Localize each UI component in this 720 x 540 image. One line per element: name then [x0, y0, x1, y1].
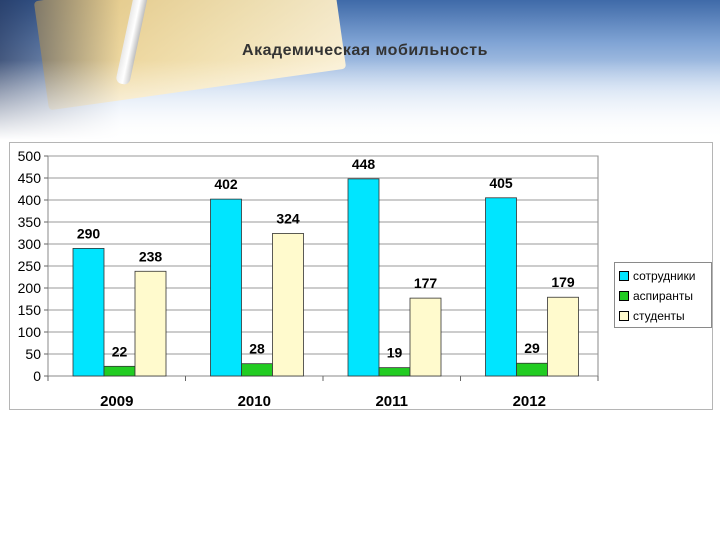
- data-label: 238: [139, 248, 163, 264]
- y-tick-label: 300: [18, 236, 42, 252]
- y-tick-label: 150: [18, 302, 42, 318]
- bar-2-2: [409, 297, 442, 377]
- x-tick-label: 2011: [375, 393, 408, 410]
- y-tick-label: 250: [18, 258, 42, 274]
- bar-1-2: [378, 367, 411, 377]
- y-tick-label: 350: [18, 214, 42, 230]
- y-tick-label: 200: [18, 280, 42, 296]
- data-label: 29: [524, 340, 540, 356]
- legend-item-postgrads: аспиранты: [619, 286, 707, 306]
- y-tick-label: 500: [18, 148, 42, 164]
- legend-label-employees: сотрудники: [633, 269, 696, 283]
- slide-title: Академическая мобильность: [242, 42, 488, 59]
- bar-2-1: [272, 233, 304, 377]
- header-banner: [0, 0, 720, 140]
- bar-0-3: [485, 197, 517, 377]
- legend-swatch-postgrads: [619, 291, 629, 301]
- x-tick-label: 2012: [513, 393, 546, 410]
- data-label: 28: [249, 341, 265, 357]
- chart-legend: сотрудники аспиранты студенты: [614, 262, 712, 328]
- bar-1-0: [103, 365, 136, 377]
- banner-fade: [0, 60, 720, 140]
- x-tick-label: 2009: [100, 393, 133, 410]
- legend-swatch-students: [619, 311, 629, 321]
- data-label: 290: [77, 225, 101, 241]
- data-label: 22: [112, 343, 128, 359]
- data-label: 324: [276, 210, 300, 226]
- y-tick-label: 100: [18, 324, 42, 340]
- bar-0-1: [210, 198, 242, 377]
- legend-swatch-employees: [619, 271, 629, 281]
- bar-2-0: [134, 270, 167, 377]
- legend-label-postgrads: аспиранты: [633, 289, 693, 303]
- legend-label-students: студенты: [633, 309, 685, 323]
- bar-0-2: [347, 178, 380, 377]
- data-label: 448: [352, 156, 376, 172]
- data-label: 405: [489, 175, 513, 191]
- y-tick-label: 400: [18, 192, 42, 208]
- legend-item-students: студенты: [619, 306, 707, 326]
- data-label: 177: [414, 275, 438, 291]
- bar-2-3: [547, 296, 579, 377]
- data-label: 19: [387, 345, 403, 361]
- data-label: 179: [551, 274, 575, 290]
- legend-item-employees: сотрудники: [619, 266, 707, 286]
- data-label: 402: [214, 176, 238, 192]
- bar-0-0: [72, 247, 105, 377]
- bar-1-1: [241, 363, 273, 377]
- bar-1-3: [516, 362, 548, 377]
- y-tick-label: 450: [18, 170, 42, 186]
- y-tick-label: 50: [25, 346, 41, 362]
- y-tick-label: 0: [33, 368, 41, 384]
- x-tick-label: 2010: [238, 393, 271, 410]
